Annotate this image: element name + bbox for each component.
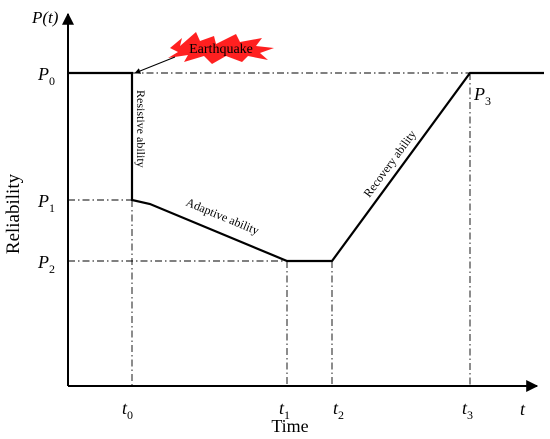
earthquake-burst: Earthquake xyxy=(168,32,274,64)
x-axis-symbol: t xyxy=(520,399,526,419)
resistive-ability-label: Resistive ability xyxy=(134,90,148,168)
level-label-p0: P0 xyxy=(37,64,55,88)
guide-lines xyxy=(68,72,471,386)
level-label-p1: P1 xyxy=(37,191,55,215)
level-label-p2: P2 xyxy=(37,252,55,276)
earthquake-label: Earthquake xyxy=(189,42,253,57)
reliability-curve xyxy=(68,71,544,263)
earthquake-arrow xyxy=(134,56,176,74)
recovery-ability-label: Recovery ability xyxy=(361,127,419,199)
y-axis-label: Reliability xyxy=(3,173,24,254)
time-label-t0: t0 xyxy=(122,398,133,422)
x-axis-label: Time xyxy=(271,416,308,436)
adaptive-ability-label: Adaptive ability xyxy=(184,195,261,238)
time-label-t1: t1 xyxy=(279,398,290,422)
time-label-t2: t2 xyxy=(333,398,344,422)
earthquake-burst-shape xyxy=(168,32,274,64)
point-label-p3: P3 xyxy=(473,84,491,108)
time-label-t3: t3 xyxy=(462,398,473,422)
y-axis-symbol: P(t) xyxy=(31,8,59,27)
